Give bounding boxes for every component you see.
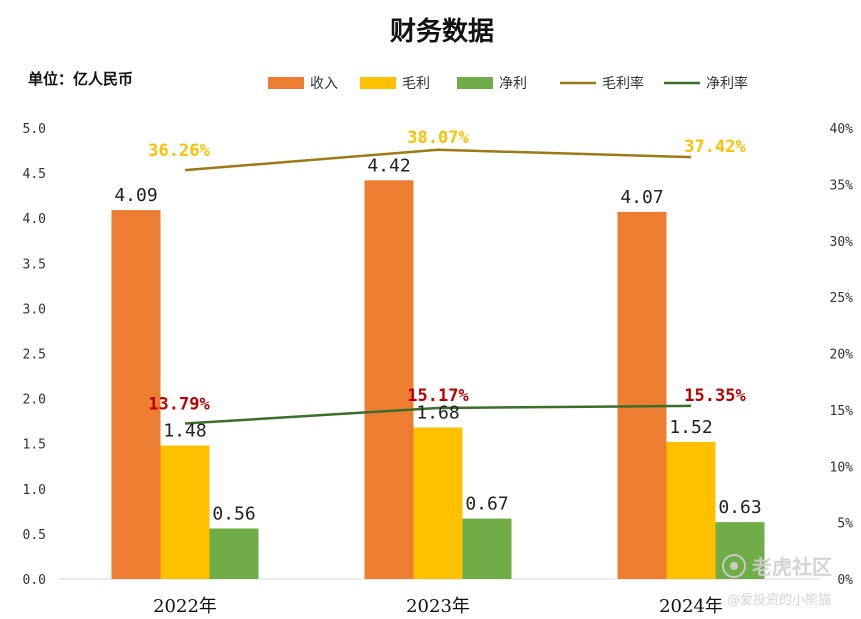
right-axis-tick-label: 35% xyxy=(830,178,854,193)
bar-value-label: 0.63 xyxy=(718,497,761,518)
right-axis-tick-label: 30% xyxy=(830,235,854,250)
watermark-logo-icon xyxy=(722,554,746,578)
left-axis-tick-label: 2.0 xyxy=(23,393,46,408)
x-axis-tick-label: 2024年 xyxy=(659,596,723,617)
left-axis-tick-label: 0.5 xyxy=(23,528,46,543)
legend: 收入 毛利 净利 毛利率 净利率 xyxy=(268,75,748,92)
x-axis-tick-label: 2023年 xyxy=(406,596,470,617)
bar-净利-2023年 xyxy=(462,518,512,579)
bar-收入-2023年 xyxy=(364,180,414,580)
left-axis-tick-label: 3.0 xyxy=(23,302,46,317)
bar-毛利-2024年 xyxy=(666,441,716,579)
legend-swatch-收入 xyxy=(268,77,304,89)
legend-label: 毛利 xyxy=(402,76,430,92)
bar-净利-2022年 xyxy=(209,528,259,579)
bar-value-label: 1.48 xyxy=(163,421,206,442)
bar-毛利-2023年 xyxy=(413,427,463,579)
bar-value-label: 4.09 xyxy=(114,185,157,206)
right-axis-tick-label: 5% xyxy=(837,517,853,532)
right-axis-tick-label: 20% xyxy=(830,348,854,363)
left-axis: 0.0 0.5 1.0 1.5 2.0 2.5 3.0 3.5 4.0 4.5 5.0 xyxy=(23,122,46,588)
watermark-main: 老虎社区 xyxy=(752,555,832,579)
watermark: 老虎社区 @爱投资的小熊猫 xyxy=(722,554,832,608)
line-value-label: 38.07% xyxy=(407,128,469,148)
line-value-label: 13.79% xyxy=(148,395,210,415)
left-axis-tick-label: 4.0 xyxy=(23,212,46,227)
bar-value-label: 1.68 xyxy=(416,402,459,423)
unit-label: 单位：亿人民币 xyxy=(28,70,133,88)
bar-series xyxy=(111,180,765,580)
right-axis: 0% 5% 10% 15% 20% 25% 30% 35% 40% xyxy=(830,122,854,588)
bar-毛利-2022年 xyxy=(160,445,210,579)
right-axis-tick-label: 25% xyxy=(830,291,854,306)
right-axis-tick-label: 0% xyxy=(837,573,853,588)
right-axis-tick-label: 15% xyxy=(830,404,854,419)
line-value-label: 15.35% xyxy=(684,386,746,406)
legend-swatch-净利 xyxy=(457,77,493,89)
left-axis-tick-label: 0.0 xyxy=(23,573,46,588)
bar-value-label: 1.52 xyxy=(669,417,712,438)
legend-label: 收入 xyxy=(310,76,338,92)
line-value-label: 15.17% xyxy=(407,386,469,406)
bar-value-label: 4.07 xyxy=(620,187,663,208)
bar-value-label: 0.56 xyxy=(212,503,255,524)
left-axis-tick-label: 1.0 xyxy=(23,483,46,498)
legend-label: 毛利率 xyxy=(602,75,644,92)
x-axis-tick-label: 2022年 xyxy=(153,596,217,617)
bar-value-label: 4.42 xyxy=(367,155,410,176)
data-labels: 4.09 1.48 0.56 4.42 1.68 0.67 4.07 1.52 0.63 36.2… xyxy=(114,128,761,525)
line-series xyxy=(184,148,692,425)
left-axis-tick-label: 4.5 xyxy=(23,167,46,182)
line-净利率 xyxy=(184,404,692,425)
line-毛利率 xyxy=(184,148,692,172)
legend-label: 净利率 xyxy=(706,75,748,92)
bar-收入-2022年 xyxy=(111,210,161,579)
line-value-label: 37.42% xyxy=(684,137,746,157)
watermark-logo-dot xyxy=(730,562,738,570)
chart-title: 财务数据 xyxy=(390,17,494,47)
x-axis: 2022年 2023年 2024年 xyxy=(153,596,723,617)
legend-swatch-毛利 xyxy=(360,77,396,89)
bar-value-label: 0.67 xyxy=(465,494,508,515)
bar-收入-2024年 xyxy=(617,211,667,580)
left-axis-tick-label: 2.5 xyxy=(23,348,46,363)
line-value-label: 36.26% xyxy=(148,141,210,161)
watermark-sub: @爱投资的小熊猫 xyxy=(727,592,831,608)
left-axis-tick-label: 3.5 xyxy=(23,257,46,272)
right-axis-tick-label: 10% xyxy=(830,460,854,475)
left-axis-tick-label: 1.5 xyxy=(23,438,46,453)
left-axis-tick-label: 5.0 xyxy=(23,122,46,137)
right-axis-tick-label: 40% xyxy=(830,122,854,137)
legend-label: 净利 xyxy=(499,76,527,92)
